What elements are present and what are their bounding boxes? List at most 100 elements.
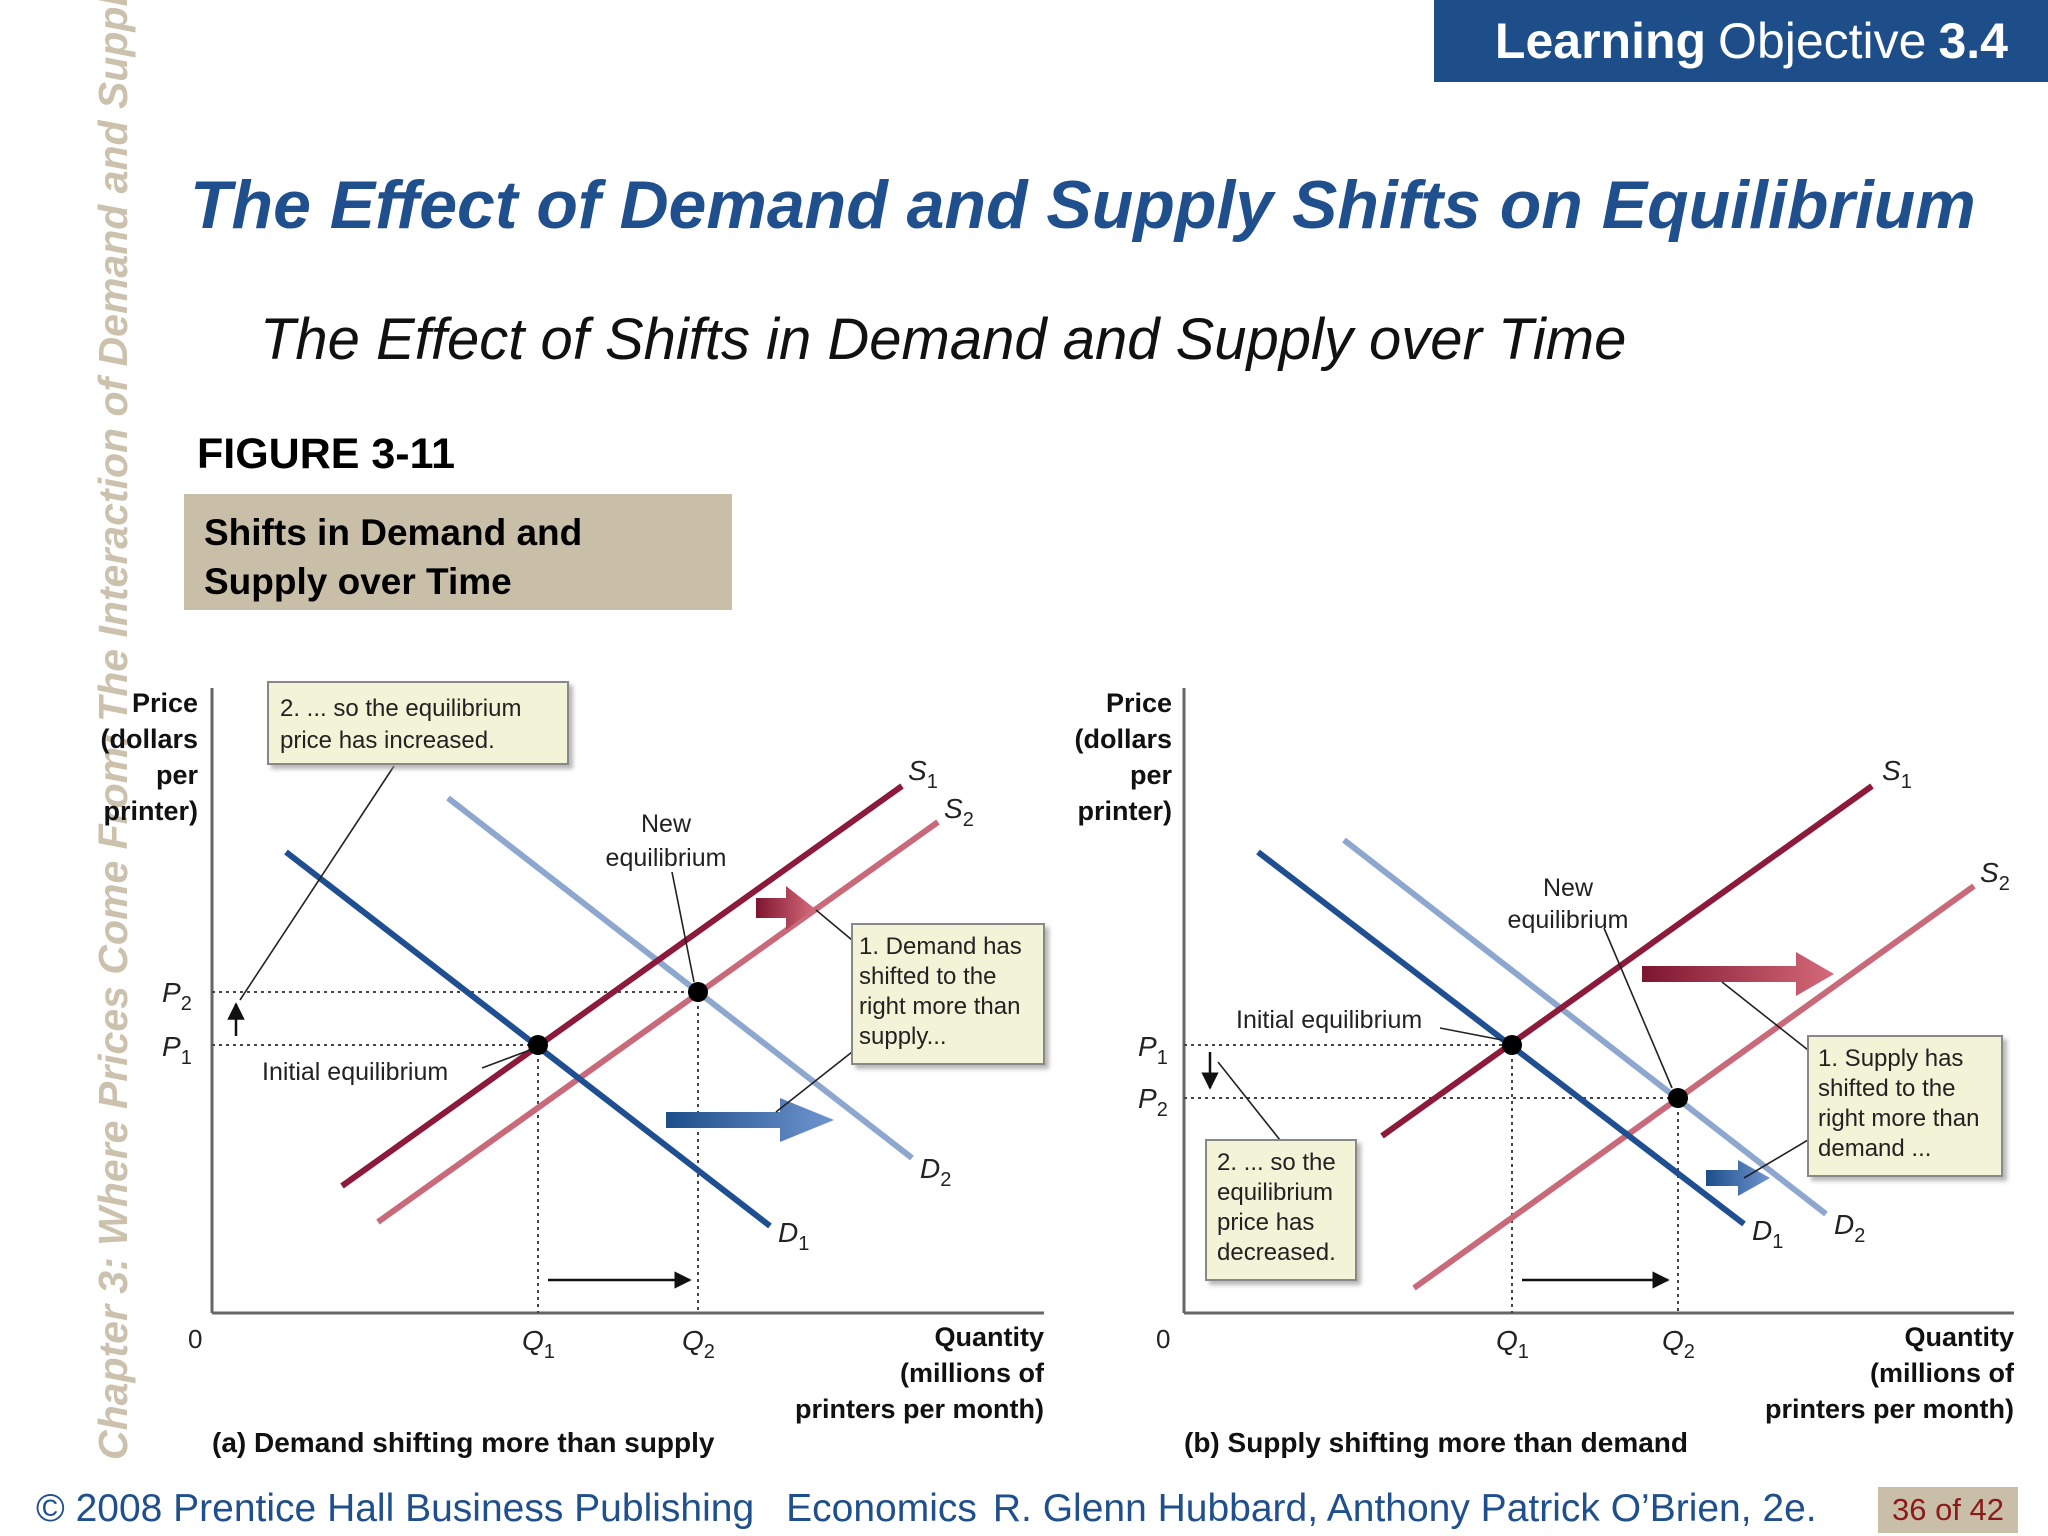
page-number: 36 of 42 [1878, 1487, 2018, 1533]
panel-a-s2-label: S2 [944, 793, 974, 831]
callout-line: shifted to the [1818, 1075, 1955, 1102]
panel-b-p2-label: P2 [1138, 1083, 1168, 1121]
panel-a-demand-leader-2 [775, 1051, 853, 1113]
panel-b-d1-curve [1256, 849, 1746, 1227]
panel-a-x-label: Quantity [934, 1322, 1044, 1352]
callout-line: right more than [859, 993, 1020, 1020]
figure-caption-line: Supply over Time [204, 561, 512, 602]
panel-a-price-leader [239, 765, 395, 1001]
panel-a-d2-curve [446, 795, 914, 1161]
panel-b-d1-label: D1 [1752, 1215, 1783, 1253]
figure-label: FIGURE 3-11 [197, 430, 456, 478]
panel-b-new-eq-leader [1603, 927, 1673, 1089]
panel-a-q1-label: Q1 [522, 1325, 555, 1363]
panel-b-s1-label: S1 [1882, 755, 1912, 793]
callout-line: shifted to the [859, 963, 996, 990]
panel-a-y-label: printer) [104, 796, 199, 826]
panel-b-new-eq-label: equilibrium [1508, 906, 1629, 934]
panel-b-price-callout: 2. ... so the equilibrium price has decr… [1205, 1139, 1357, 1281]
panel-b-demand-shift-arrow [1706, 1160, 1770, 1196]
panel-a-init-eq-leader [481, 1049, 531, 1069]
callout-line: 2. ... so the [1217, 1149, 1336, 1176]
panel-b-x-label: Quantity [1904, 1322, 2014, 1352]
panel-b-supply-leader-1 [1721, 981, 1809, 1051]
callout-line: 2. ... so the equilibrium [280, 695, 521, 722]
panel-a-x-label: (millions of [900, 1358, 1045, 1388]
panel-a-origin: 0 [188, 1324, 202, 1354]
figure-caption-box: Shifts in Demand and Supply over Time [184, 494, 732, 610]
panel-b-init-eq-leader [1439, 1027, 1503, 1041]
panel-a: Price (dollars per printer) Quantity (mi… [100, 681, 1045, 1458]
panel-b-x-label: printers per month) [1765, 1394, 2014, 1424]
panel-b-y-label: (dollars [1074, 724, 1172, 754]
panel-b-q2-label: Q2 [1662, 1325, 1695, 1363]
panel-b-y-label: per [1130, 760, 1173, 790]
panel-b-supply-callout: 1. Supply has shifted to the right more … [1807, 1035, 2003, 1177]
panel-a-demand-leader-1 [815, 909, 853, 941]
panel-a-new-eq-point [688, 982, 708, 1002]
panel-a-x-label: printers per month) [795, 1394, 1044, 1424]
panel-b-new-eq-point [1668, 1088, 1688, 1108]
panel-b-d2-curve [1342, 837, 1828, 1217]
callout-line: 1. Demand has [859, 933, 1022, 960]
callout-line: demand ... [1818, 1135, 1931, 1162]
footer-book: Economics [786, 1487, 977, 1530]
panel-b-initial-eq-point [1502, 1035, 1522, 1055]
panel-b-p1-label: P1 [1138, 1031, 1168, 1069]
panel-a-p2-label: P2 [162, 977, 192, 1015]
panel-b: Price (dollars per printer) Quantity (mi… [1074, 688, 2015, 1458]
panel-b-s2-label: S2 [1980, 857, 2010, 895]
panel-a-y-label: Price [132, 688, 198, 718]
callout-line: equilibrium [1217, 1179, 1333, 1206]
callout-line: supply... [859, 1023, 947, 1050]
panel-a-y-label: (dollars [100, 724, 198, 754]
panel-a-demand-shift-arrow [666, 1098, 834, 1142]
panel-b-s2-curve [1412, 883, 1976, 1291]
panel-a-q2-label: Q2 [682, 1325, 715, 1363]
panel-a-new-eq-leader [671, 871, 695, 983]
panel-a-d1-label: D1 [778, 1217, 809, 1255]
panel-b-price-leader [1217, 1061, 1281, 1141]
panel-b-init-eq-label: Initial equilibrium [1236, 1006, 1422, 1034]
panel-b-origin: 0 [1156, 1324, 1170, 1354]
footer-authors: R. Glenn Hubbard, Anthony Patrick O’Brie… [992, 1487, 1817, 1530]
panel-b-supply-leader-2 [1743, 1139, 1809, 1179]
panel-b-d2-label: D2 [1834, 1209, 1865, 1247]
callout-line: price has [1217, 1209, 1314, 1236]
callout-line: 1. Supply has [1818, 1045, 1963, 1072]
panel-b-q1-label: Q1 [1496, 1325, 1529, 1363]
panel-a-init-eq-label: Initial equilibrium [262, 1058, 448, 1086]
panel-a-new-eq-label: New [641, 810, 692, 838]
panel-a-supply-shift-arrow [756, 886, 814, 930]
panel-a-y-label: per [156, 760, 199, 790]
figure-caption-line: Shifts in Demand and [204, 512, 583, 553]
panel-a-s1-curve [340, 783, 904, 1189]
learning-objective-badge: Learning Objective 3.4 [1434, 0, 2048, 82]
panel-a-initial-eq-point [528, 1035, 548, 1055]
panel-b-y-label: printer) [1078, 796, 1173, 826]
panel-a-caption: (a) Demand shifting more than supply [212, 1427, 715, 1458]
panel-b-y-label: Price [1106, 688, 1172, 718]
panel-b-caption: (b) Supply shifting more than demand [1184, 1427, 1688, 1458]
panel-b-supply-shift-arrow [1642, 952, 1834, 996]
panel-a-new-eq-label: equilibrium [606, 844, 727, 872]
panel-a-d1-curve [284, 849, 772, 1229]
panel-b-x-label: (millions of [1870, 1358, 2015, 1388]
panel-b-new-eq-label: New [1543, 874, 1594, 902]
panel-a-p1-label: P1 [162, 1031, 192, 1069]
panel-a-d2-label: D2 [920, 1153, 951, 1191]
badge-number: 3.4 [1938, 13, 2008, 69]
panel-a-price-callout: 2. ... so the equilibrium price has incr… [267, 681, 569, 765]
footer-copyright: © 2008 Prentice Hall Business Publishing [36, 1487, 755, 1530]
panel-a-s1-label: S1 [908, 755, 938, 793]
panel-a-s2-curve [376, 819, 940, 1225]
callout-line: decreased. [1217, 1239, 1336, 1266]
panel-a-demand-callout: 1. Demand has shifted to the right more … [851, 923, 1045, 1065]
page-title: The Effect of Demand and Supply Shifts o… [190, 167, 1976, 243]
badge-bold: Learning [1494, 13, 1707, 69]
callout-line: right more than [1818, 1105, 1979, 1132]
panel-b-s1-curve [1380, 783, 1874, 1139]
footer: © 2008 Prentice Hall Business Publishing… [36, 1487, 1849, 1531]
callout-line: price has increased. [280, 727, 495, 754]
